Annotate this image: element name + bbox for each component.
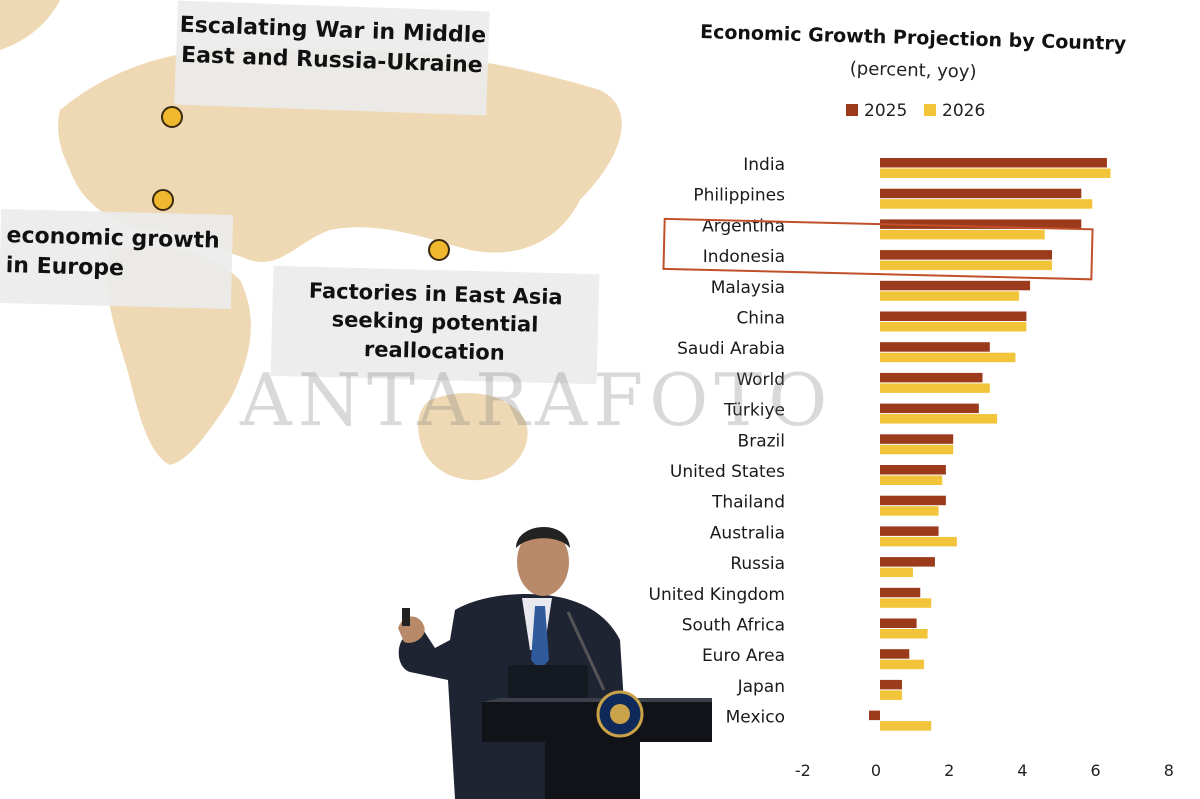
map-landmass-northwest <box>0 0 60 50</box>
speaker-remote <box>402 608 410 626</box>
x-tick-label: 2 <box>944 761 954 780</box>
x-tick-label: 6 <box>1091 761 1101 780</box>
speaker-hair <box>516 526 570 548</box>
bar-2025-indonesia <box>880 250 1053 260</box>
category-label: Saudi Arabia <box>677 339 785 359</box>
category-label: United Kingdom <box>649 585 785 605</box>
category-label: Brazil <box>738 431 785 451</box>
bar-2026-euro-area <box>880 659 924 670</box>
legend-swatch-2025 <box>846 104 858 116</box>
x-tick-label: 4 <box>1017 761 1027 780</box>
microphone-stand <box>566 611 606 691</box>
bar-2025-argentina <box>880 219 1082 229</box>
bar-2025-united-states <box>880 465 946 475</box>
bar-2025-mexico <box>869 710 880 721</box>
category-label: United States <box>670 462 785 482</box>
bar-2026-malaysia <box>880 291 1020 301</box>
bar-2025-russia <box>880 557 935 567</box>
bar-2026-philippines <box>880 199 1093 209</box>
bar-2025-india <box>880 158 1107 168</box>
speaker-head <box>517 528 569 596</box>
bar-2026-world <box>880 383 990 393</box>
bar-2026-australia <box>880 536 957 547</box>
bar-2025-china <box>880 311 1027 321</box>
location-marker-middle-east <box>152 189 174 211</box>
category-label: South Africa <box>682 616 785 636</box>
category-label: World <box>736 370 785 390</box>
category-label: Australia <box>710 523 785 543</box>
category-label: China <box>736 309 785 329</box>
bar-2026-thailand <box>880 506 939 516</box>
bar-2025-thailand <box>880 495 946 506</box>
bar-2026-brazil <box>880 444 954 455</box>
watermark: ANTARAFOTO <box>240 358 834 442</box>
legend-label-2026: 2026 <box>942 101 985 121</box>
bar-2026-china <box>880 322 1027 332</box>
bar-2026-japan <box>880 690 902 700</box>
chart-subtitle: (percent, yoy) <box>850 58 977 83</box>
bar-2025-brazil <box>880 434 954 444</box>
podium <box>482 702 712 799</box>
bar-2026-south-africa <box>880 629 928 639</box>
legend-label-2025: 2025 <box>864 101 907 121</box>
chart-bars <box>869 158 1111 731</box>
x-tick-label: 0 <box>871 761 881 780</box>
bar-2026-saudi-arabia <box>880 352 1016 363</box>
category-label: Japan <box>737 677 785 697</box>
map-continent-australia <box>418 392 528 481</box>
category-labels: IndiaPhilippinesArgentinaIndonesiaMalays… <box>649 155 786 728</box>
bar-2025-malaysia <box>880 280 1031 291</box>
category-label: Türkiye <box>723 401 785 421</box>
bar-2025-euro-area <box>880 649 910 659</box>
bar-2026-mexico <box>880 721 932 731</box>
location-marker-east-asia <box>428 239 450 261</box>
bar-2026-united-states <box>880 475 943 485</box>
podium-top-edge <box>482 698 712 702</box>
category-label: Euro Area <box>702 646 785 666</box>
bar-2026-russia <box>880 567 913 578</box>
bar-2025-united-kingdom <box>880 587 921 598</box>
location-marker-europe-east <box>161 106 183 128</box>
category-label: India <box>743 155 785 175</box>
bar-2026-united-kingdom <box>880 598 932 608</box>
map-island-japan <box>512 116 541 167</box>
category-label: Russia <box>730 554 785 574</box>
bar-2026-indonesia <box>880 260 1053 271</box>
category-label: Mexico <box>726 708 785 728</box>
bar-2026-india <box>880 168 1111 178</box>
bar-2025-south-africa <box>880 618 917 628</box>
bar-2026-t-rkiye <box>880 414 998 424</box>
x-axis-ticks: -2 0 2 4 6 8 <box>795 761 1174 780</box>
category-label: Philippines <box>693 186 785 206</box>
legend-swatch-2026 <box>924 104 936 116</box>
bar-2025-philippines <box>880 188 1082 199</box>
bar-2025-t-rkiye <box>880 403 979 414</box>
category-label: Malaysia <box>711 278 785 298</box>
bar-2025-saudi-arabia <box>880 342 990 352</box>
speaker-tie <box>531 606 549 670</box>
x-tick-label: 8 <box>1164 761 1174 780</box>
chart-legend: 2025 2026 <box>846 101 985 121</box>
podium-emblem-core <box>610 704 630 724</box>
bar-2025-australia <box>880 526 939 536</box>
bar-2026-argentina <box>880 229 1045 240</box>
x-tick-label: -2 <box>795 761 811 780</box>
bar-2025-japan <box>880 679 902 690</box>
category-label: Thailand <box>711 493 785 513</box>
bar-2025-world <box>880 372 983 383</box>
category-label: Indonesia <box>703 247 785 267</box>
highlight-box-indonesia <box>662 217 1094 281</box>
